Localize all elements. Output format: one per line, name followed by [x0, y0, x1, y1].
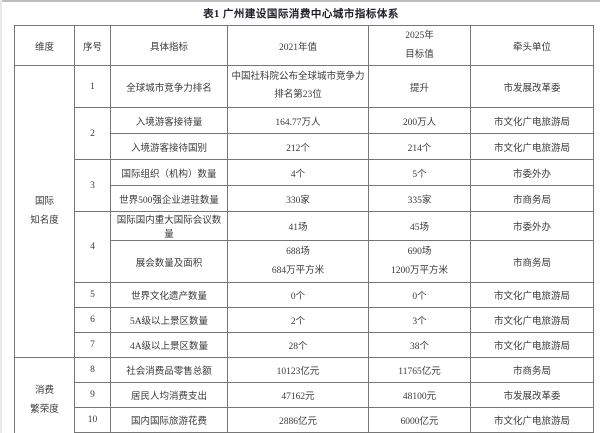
lead-unit-cell: 市发展改革委 [470, 65, 594, 108]
value-2021-cell: 47162元 [227, 382, 369, 408]
indicator-cell: 入境游客接待量 [110, 107, 228, 134]
value-2021-cell: 688场 684万平方米 [227, 240, 369, 283]
lead-unit-cell: 市商务局 [470, 357, 594, 383]
indicator-cell: 国内国际旅游花费 [110, 407, 228, 433]
target-2025-cell: 48100元 [368, 382, 471, 408]
table-row: 10 国内国际旅游花费 2886亿元 6000亿元 市文化广电旅游局 [15, 407, 594, 433]
lead-unit-cell: 市文化广电旅游局 [470, 107, 594, 134]
header-target-2025: 2025年 目标值 [368, 25, 471, 66]
target-2025-cell: 3个 [368, 307, 471, 333]
value-2021-cell: 28个 [227, 332, 369, 358]
header-indicator: 具体指标 [110, 25, 228, 66]
indicator-cell: 5A级以上景区数量 [110, 307, 228, 333]
value-2021-cell: 164.77万人 [227, 107, 369, 134]
table-row: 入境游客接待国别 212个 214个 市文化广电旅游局 [15, 133, 594, 160]
table-row: 5 世界文化遗产数量 0个 0个 市文化广电旅游局 [15, 282, 594, 308]
header-index: 序号 [74, 25, 111, 66]
lead-unit-cell: 市文化广电旅游局 [470, 332, 594, 358]
row-index-cell: 5 [74, 282, 111, 308]
lead-unit-cell: 市文化广电旅游局 [470, 307, 594, 333]
target-2025-cell: 11765亿元 [368, 357, 471, 383]
indicator-cell: 展会数量及面积 [110, 240, 228, 283]
lead-unit-cell: 市委外办 [470, 159, 594, 186]
header-value-2021: 2021年值 [227, 25, 369, 66]
indicator-cell: 社会消费品零售总额 [110, 357, 228, 383]
value-2021-cell: 2886亿元 [227, 407, 369, 433]
table-row: 3 国际组织（机构）数量 4个 5个 市委外办 [15, 159, 594, 212]
row-index-cell: 2 [74, 107, 111, 160]
indicator-cell: 居民人均消费支出 [110, 382, 228, 408]
target-2025-cell: 335家 [368, 185, 471, 212]
value-2021-cell: 10123亿元 [227, 357, 369, 383]
row-index-cell: 3 [74, 159, 111, 212]
lead-unit-cell: 市委外办 [470, 211, 594, 241]
header-lead-unit: 牵头单位 [470, 25, 594, 66]
value-2021-cell: 0个 [227, 282, 369, 308]
lead-unit-cell: 市商务局 [470, 185, 594, 212]
value-2021-cell: 330家 [227, 185, 369, 212]
lead-unit-cell: 市发展改革委 [470, 382, 594, 408]
table-row: 展会数量及面积 688场 684万平方米 690场 1200万平方米 市商务局 [15, 240, 594, 283]
table-row: 4 国际国内重大国际会议数量 41场 45场 市委外办 [15, 211, 594, 283]
row-index-cell: 1 [74, 65, 111, 108]
lead-unit-cell: 市文化广电旅游局 [470, 282, 594, 308]
lead-unit-cell: 市商务局 [470, 240, 594, 283]
table-row: 2 入境游客接待量 164.77万人 200万人 市文化广电旅游局 [15, 107, 594, 160]
lead-unit-cell: 市文化广电旅游局 [470, 407, 594, 433]
table-row: 国际 知名度 1 全球城市竞争力排名 中国社科院公布全球城市竞争力排名第23位 … [14, 65, 594, 358]
table-row: 消费 繁荣度 8 社会消费品零售总额 10123亿元 11765亿元 市商务局 [14, 357, 594, 433]
indicator-table: 维度 序号 具体指标 2021年值 2025年 目标值 牵头单位 国际 知名度 … [14, 25, 594, 433]
row-index-cell: 4 [74, 211, 111, 283]
indicator-cell: 国际国内重大国际会议数量 [110, 211, 228, 241]
target-2025-cell: 0个 [368, 282, 471, 308]
lead-unit-cell: 市文化广电旅游局 [470, 133, 594, 160]
indicator-cell: 世界500强企业进驻数量 [110, 185, 228, 212]
target-2025-cell: 5个 [368, 159, 471, 186]
top-edge-strip [2, 0, 600, 2]
indicator-cell: 4A级以上景区数量 [110, 332, 228, 358]
page-title: 表1 广州建设国际消费中心城市指标体系 [203, 9, 399, 20]
value-2021-cell: 中国社科院公布全球城市竞争力排名第23位 [227, 65, 369, 108]
dimension-cell-international-fame: 国际 知名度 [14, 65, 75, 358]
indicator-cell: 国际组织（机构）数量 [110, 159, 228, 186]
table-row: 6 5A级以上景区数量 2个 3个 市文化广电旅游局 [15, 307, 594, 333]
row-index-cell: 7 [74, 332, 111, 358]
dimension-cell-consumption-prosperity: 消费 繁荣度 [14, 357, 75, 433]
value-2021-cell: 4个 [227, 159, 369, 186]
row-index-cell: 9 [74, 382, 111, 408]
value-2021-cell: 212个 [227, 133, 369, 160]
row-index-cell: 6 [74, 307, 111, 333]
indicator-cell: 世界文化遗产数量 [110, 282, 228, 308]
indicator-cell: 全球城市竞争力排名 [110, 65, 228, 108]
target-2025-cell: 200万人 [368, 107, 471, 134]
table-row: 7 4A级以上景区数量 28个 38个 市文化广电旅游局 [15, 332, 594, 358]
value-2021-cell: 2个 [227, 307, 369, 333]
value-2021-cell: 41场 [227, 211, 369, 241]
target-2025-cell: 6000亿元 [368, 407, 471, 433]
row-index-cell: 8 [74, 357, 111, 383]
table-header-row: 维度 序号 具体指标 2021年值 2025年 目标值 牵头单位 [14, 25, 594, 66]
target-2025-cell: 45场 [368, 211, 471, 241]
target-2025-cell: 提升 [368, 65, 471, 108]
table-row: 9 居民人均消费支出 47162元 48100元 市发展改革委 [15, 382, 594, 408]
row-index-cell: 10 [74, 407, 111, 433]
header-dimension: 维度 [14, 25, 75, 66]
target-2025-cell: 214个 [368, 133, 471, 160]
target-2025-cell: 38个 [368, 332, 471, 358]
target-2025-cell: 690场 1200万平方米 [368, 240, 471, 283]
indicator-cell: 入境游客接待国别 [110, 133, 228, 160]
